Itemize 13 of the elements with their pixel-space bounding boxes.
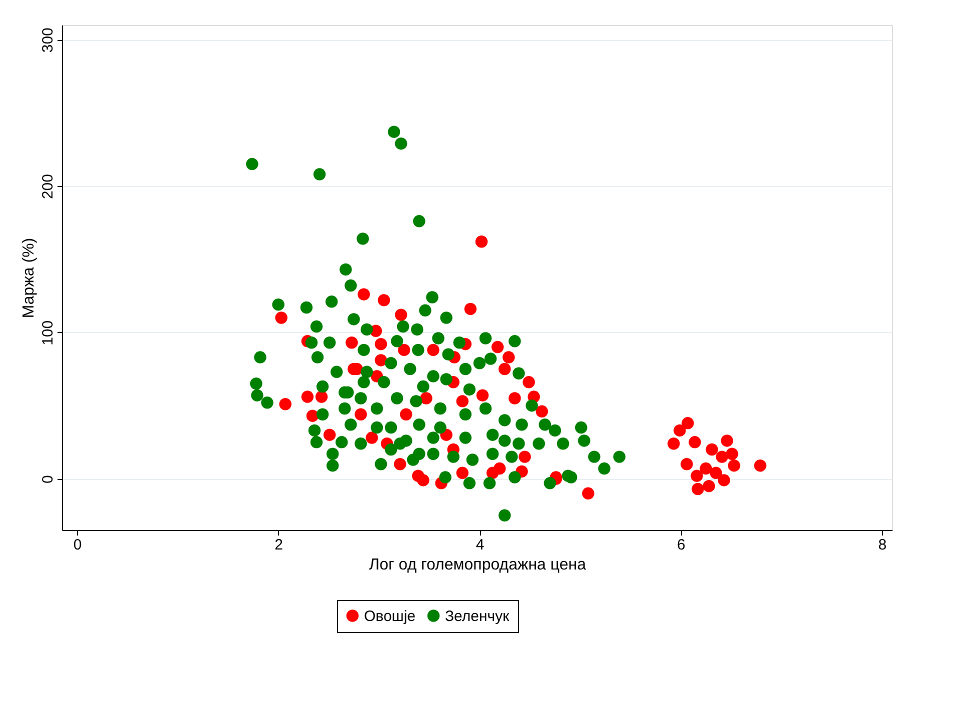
y-axis-title: Маржа (%) — [20, 238, 38, 318]
x-tick-label: 6 — [677, 536, 686, 554]
y-tick-label: 100 — [40, 320, 56, 346]
legend-label: Зеленчук — [445, 608, 510, 625]
x-tick-label: 0 — [73, 536, 82, 554]
legend-label: Овошје — [364, 608, 416, 625]
x-tick-label: 4 — [476, 536, 484, 554]
y-tick-label: 200 — [40, 174, 56, 200]
x-tick-label: 8 — [878, 536, 887, 554]
y-tick-label: 0 — [40, 475, 56, 484]
x-axis-title: Лог од големопродажна цена — [368, 556, 586, 574]
x-tick-label: 2 — [274, 536, 283, 554]
y-tick-label: 300 — [40, 28, 56, 53]
